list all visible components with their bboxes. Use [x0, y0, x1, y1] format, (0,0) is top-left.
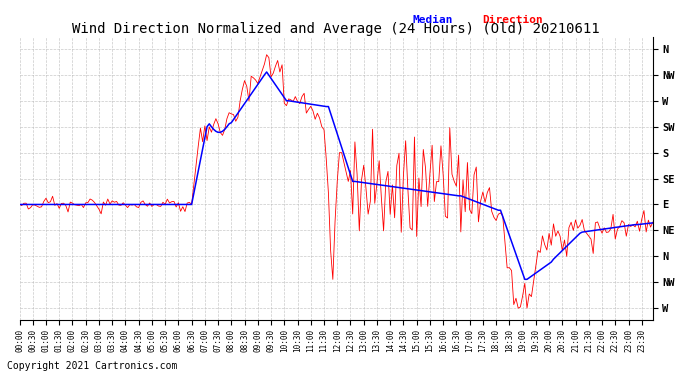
Text: Direction: Direction [482, 15, 542, 26]
Text: Copyright 2021 Cartronics.com: Copyright 2021 Cartronics.com [7, 361, 177, 371]
Title: Wind Direction Normalized and Average (24 Hours) (Old) 20210611: Wind Direction Normalized and Average (2… [72, 22, 600, 36]
Text: Median: Median [412, 15, 453, 26]
